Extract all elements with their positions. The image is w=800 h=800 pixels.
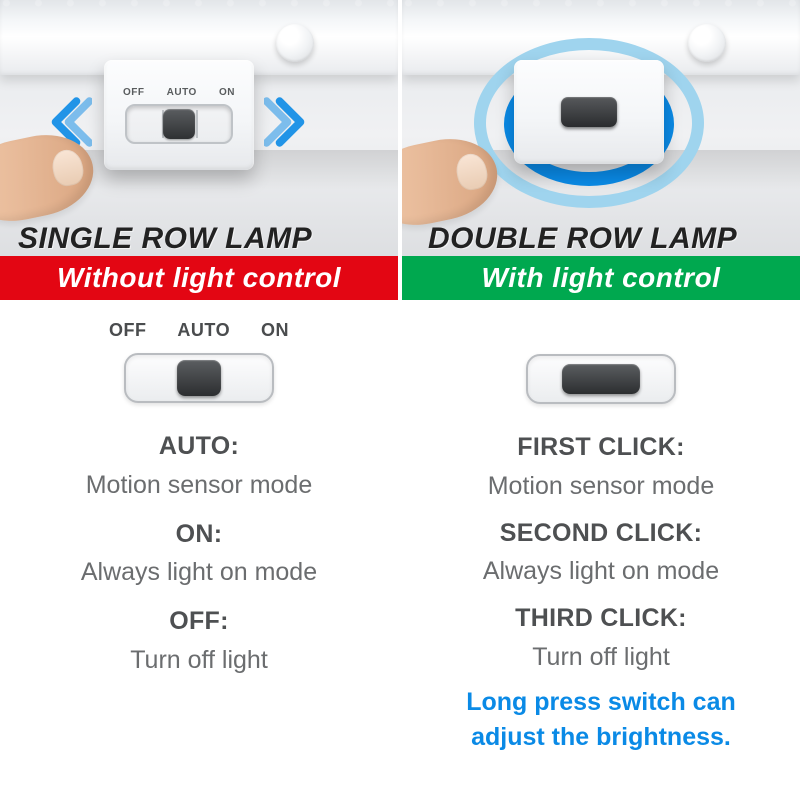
mode-key: ON: bbox=[81, 515, 317, 554]
lbl-on: ON bbox=[261, 320, 289, 341]
slider-knob bbox=[163, 109, 195, 139]
pill-knob bbox=[177, 360, 221, 396]
slider-switch-box: OFF AUTO ON bbox=[104, 60, 254, 170]
pill-switch-3pos bbox=[124, 353, 274, 403]
bottom-row: OFF AUTO ON AUTO: Motion sensor mode ON:… bbox=[0, 300, 800, 800]
panel-title: SINGLE ROW LAMP bbox=[0, 222, 398, 256]
panel-title: DOUBLE ROW LAMP bbox=[402, 222, 800, 256]
mode-key: THIRD CLICK: bbox=[483, 599, 719, 638]
tiny-auto: AUTO bbox=[167, 87, 197, 98]
infographic-root: OFF AUTO ON SINGLE ROW LAMP Without ligh… bbox=[0, 0, 800, 800]
panel-single-row: OFF AUTO ON SINGLE ROW LAMP Without ligh… bbox=[0, 0, 398, 300]
mode-val: Always light on mode bbox=[81, 558, 317, 586]
lbl-off: OFF bbox=[109, 320, 147, 341]
finger-icon bbox=[402, 129, 505, 234]
mode-val: Motion sensor mode bbox=[86, 471, 313, 499]
panel-double-row: DOUBLE ROW LAMP With light control bbox=[402, 0, 800, 300]
panel-color-bar: With light control bbox=[402, 256, 800, 300]
top-comparison-row: OFF AUTO ON SINGLE ROW LAMP Without ligh… bbox=[0, 0, 800, 300]
mode-val: Turn off light bbox=[532, 643, 670, 671]
right-modes: FIRST CLICK: Motion sensor mode SECOND C… bbox=[483, 428, 719, 677]
pir-sensor bbox=[688, 24, 726, 62]
touch-button bbox=[561, 97, 617, 127]
panel-bar-text: Without light control bbox=[57, 262, 341, 294]
three-position-slider bbox=[125, 104, 233, 144]
mode-key: OFF: bbox=[81, 602, 317, 641]
panel-bar-text: With light control bbox=[482, 262, 721, 294]
note-line1: Long press switch can bbox=[466, 688, 736, 716]
col-left: OFF AUTO ON AUTO: Motion sensor mode ON:… bbox=[0, 320, 398, 800]
switch-tiny-labels: OFF AUTO ON bbox=[123, 87, 235, 98]
note-line2: adjust the brightness. bbox=[471, 723, 731, 751]
long-press-note: Long press switch can adjust the brightn… bbox=[466, 685, 736, 755]
pill-switch-touch bbox=[526, 354, 676, 404]
col-right: FIRST CLICK: Motion sensor mode SECOND C… bbox=[402, 320, 800, 800]
left-modes: AUTO: Motion sensor mode ON: Always ligh… bbox=[81, 427, 317, 680]
pir-sensor bbox=[276, 24, 314, 62]
mode-val: Turn off light bbox=[130, 646, 268, 674]
tiny-off: OFF bbox=[123, 87, 145, 98]
mode-key: FIRST CLICK: bbox=[483, 428, 719, 467]
touch-switch-box bbox=[514, 60, 664, 164]
panel-color-bar: Without light control bbox=[0, 256, 398, 300]
pill-knob-wide bbox=[562, 364, 640, 394]
mode-val: Motion sensor mode bbox=[488, 472, 715, 500]
mode-key: AUTO: bbox=[81, 427, 317, 466]
mode-val: Always light on mode bbox=[483, 557, 719, 585]
pill-labels: OFF AUTO ON bbox=[109, 320, 289, 341]
lbl-auto: AUTO bbox=[177, 320, 230, 341]
tiny-on: ON bbox=[219, 87, 235, 98]
chevron-right-icon bbox=[264, 95, 316, 149]
mode-key: SECOND CLICK: bbox=[483, 514, 719, 553]
